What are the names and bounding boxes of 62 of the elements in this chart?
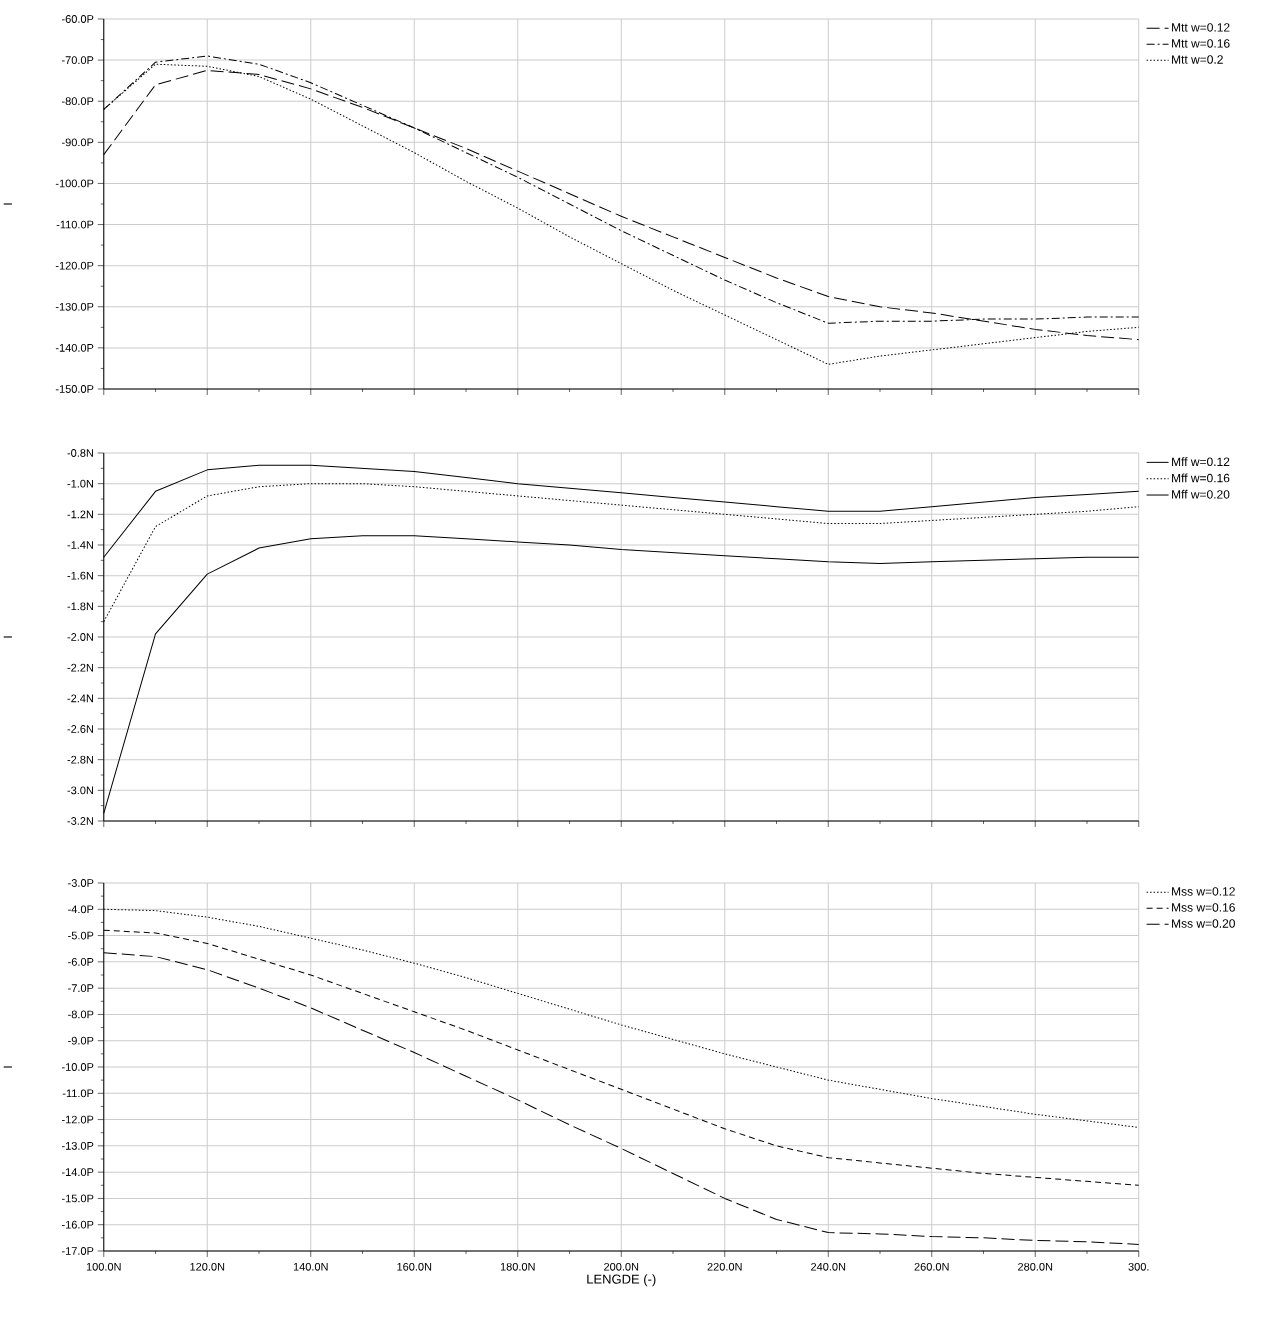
legend-label: Mtt w=0.2 <box>1172 55 1223 64</box>
y-axis-title: I <box>3 636 13 638</box>
y-tick-label: -17.0P <box>62 1247 94 1255</box>
x-tick-label: 300. <box>1128 1262 1149 1271</box>
legend-label: Mss w=0.20 <box>1172 919 1236 928</box>
y-tick-label: -2.8N <box>67 755 94 764</box>
x-tick-label: 140.0N <box>293 1262 328 1271</box>
legend-label: Mtt w=0.16 <box>1172 39 1230 48</box>
y-tick-label: -3.0P <box>68 879 94 887</box>
legend-label: Mtt w=0.12 <box>1172 23 1230 32</box>
y-tick-label: -2.4N <box>67 694 94 703</box>
y-tick-label: -1.0N <box>67 479 94 488</box>
y-tick-label: -2.2N <box>67 663 94 672</box>
y-tick-label: -6.0P <box>68 957 94 966</box>
y-tick-label: -10.0P <box>62 1063 94 1071</box>
y-axis-title: I <box>3 1066 13 1068</box>
y-axis-title: I <box>3 203 13 205</box>
x-tick-label: 240.0N <box>811 1262 846 1271</box>
legend-label: Mff w=0.16 <box>1172 473 1230 483</box>
y-tick-label: -7.0P <box>68 984 94 993</box>
x-tick-label: 180.0N <box>500 1262 535 1271</box>
y-tick-label: -150.0P <box>55 385 94 393</box>
y-tick-label: -140.0P <box>55 344 94 352</box>
y-tick-label: -16.0P <box>62 1220 94 1229</box>
x-tick-label: 200.0N <box>604 1262 639 1271</box>
y-tick-label: -2.0N <box>67 633 94 641</box>
y-tick-label: -80.0P <box>62 97 94 106</box>
x-tick-label: 160.0N <box>397 1262 432 1271</box>
y-tick-label: -13.0P <box>62 1141 94 1150</box>
x-tick-label: 280.0N <box>1018 1262 1053 1271</box>
legend-label: Mss w=0.16 <box>1172 903 1236 912</box>
legend-label: Mff w=0.12 <box>1172 457 1230 466</box>
y-tick-label: -3.2N <box>67 817 94 825</box>
y-tick-label: -60.0P <box>62 15 94 23</box>
y-tick-label: -5.0P <box>68 931 94 940</box>
y-tick-label: -1.2N <box>67 510 94 519</box>
y-tick-label: -1.6N <box>67 571 94 580</box>
y-tick-label: -3.0N <box>67 786 94 795</box>
legend-label: Mss w=0.12 <box>1172 887 1235 896</box>
x-tick-label: 100.0N <box>86 1262 121 1271</box>
y-tick-label: -70.0P <box>62 56 94 64</box>
x-axis-title: LENGDE (-) <box>587 1274 656 1287</box>
y-tick-label: -100.0P <box>55 179 94 188</box>
y-tick-label: -15.0P <box>62 1194 94 1203</box>
y-tick-label: -0.8N <box>67 449 94 457</box>
y-tick-label: -1.4N <box>67 541 94 549</box>
y-tick-label: -130.0P <box>55 302 94 311</box>
y-tick-label: -14.0P <box>62 1168 94 1177</box>
y-tick-label: -120.0P <box>55 261 94 270</box>
y-tick-label: -11.0P <box>62 1089 94 1098</box>
y-tick-label: -9.0P <box>68 1036 94 1045</box>
y-tick-label: -1.8N <box>67 602 94 611</box>
y-tick-label: -12.0P <box>62 1115 94 1124</box>
x-tick-label: 120.0N <box>190 1262 225 1271</box>
y-tick-label: -8.0P <box>68 1010 94 1019</box>
x-tick-label: 260.0N <box>914 1262 949 1271</box>
x-tick-label: 220.0N <box>707 1262 742 1271</box>
y-tick-label: -4.0P <box>68 905 94 914</box>
y-tick-label: -2.6N <box>67 725 94 733</box>
y-tick-label: -90.0P <box>62 138 94 147</box>
y-tick-label: -110.0P <box>56 220 94 229</box>
legend-label: Mff w=0.20 <box>1172 489 1230 499</box>
